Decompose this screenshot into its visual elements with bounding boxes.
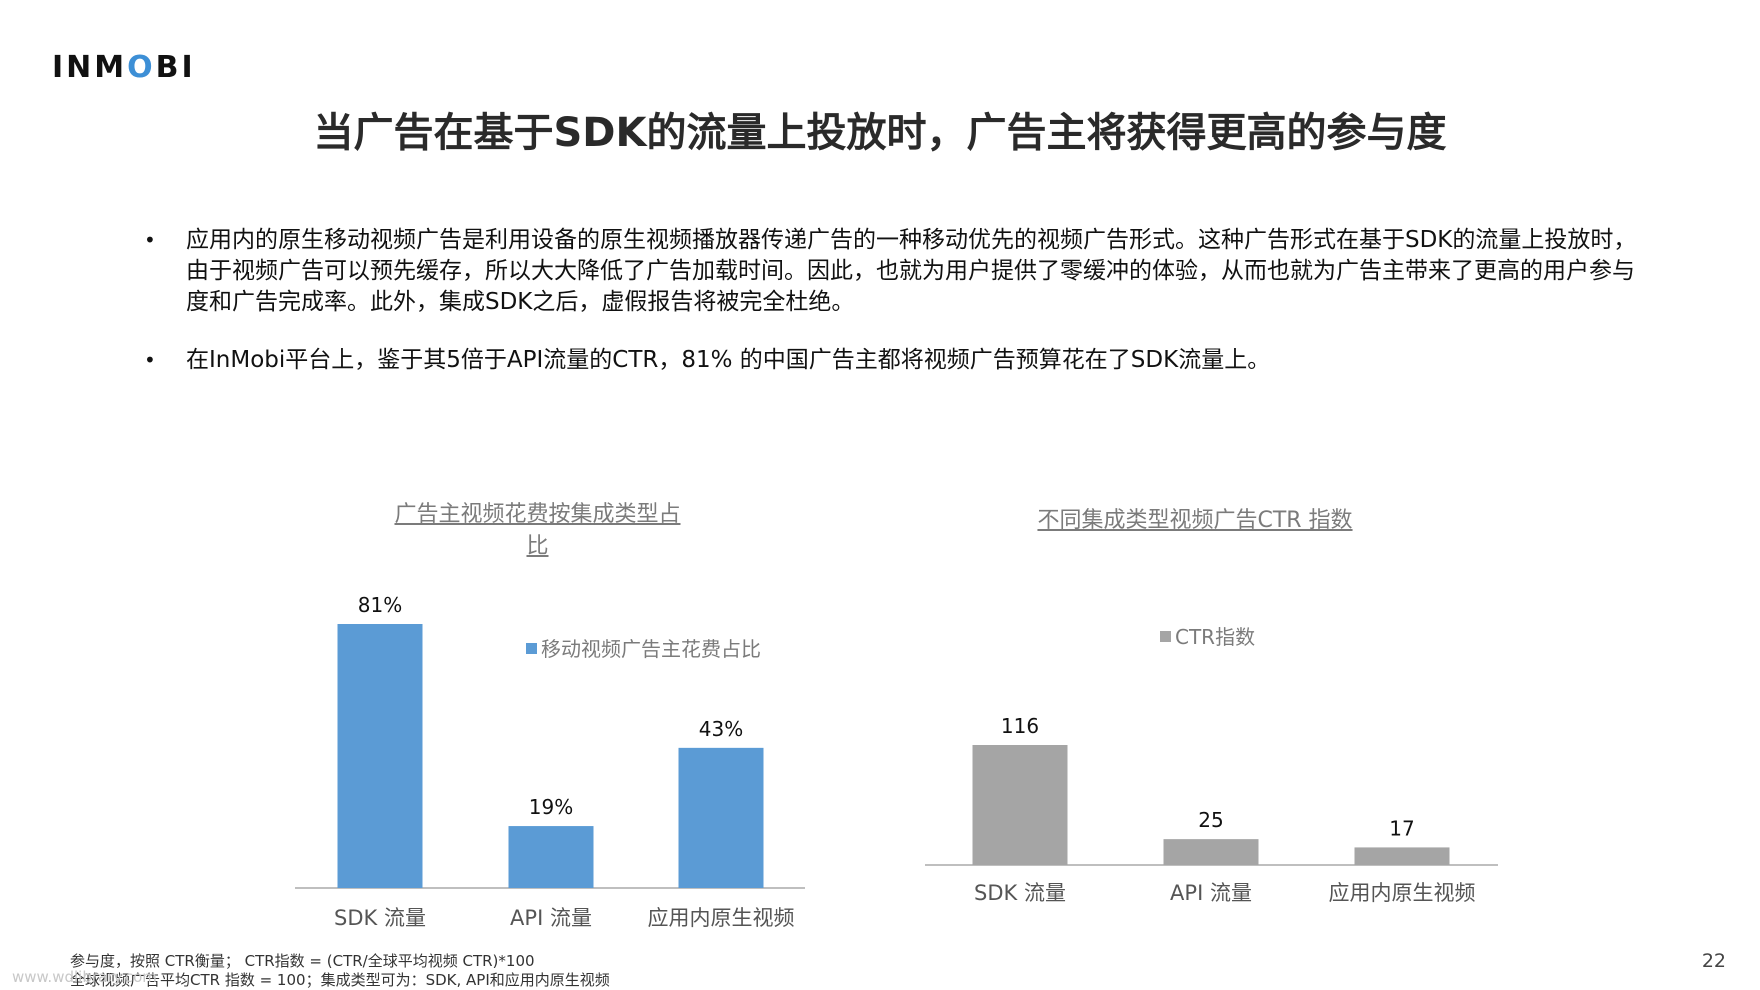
chart-1-category-label-2: API 流量 <box>510 906 592 930</box>
chart-1-category-label-3: 应用内原生视频 <box>648 906 795 930</box>
chart-2-bar-1 <box>972 745 1068 865</box>
chart-1-data-label-2: 19% <box>529 795 573 819</box>
chart-2-bar-3 <box>1354 847 1450 865</box>
bullet-dot: • <box>144 348 156 372</box>
chart-2-legend-label: CTR指数 <box>1175 625 1255 649</box>
chart-1-bar-2 <box>508 826 594 888</box>
chart-2-data-label-2: 25 <box>1198 808 1223 832</box>
bullet-item: • 应用内的原生移动视频广告是利用设备的原生视频播放器传递广告的一种移动优先的视… <box>140 225 1650 318</box>
chart-1-title: 广告主视频花费按集成类型占比 <box>394 502 681 559</box>
footnote-2: 全球视频广告平均CTR 指数 = 100；集成类型可为：SDK, API和应用内… <box>70 971 610 989</box>
chart-1-bar-1 <box>337 624 423 888</box>
chart-2-legend-swatch <box>1160 631 1171 642</box>
chart-2-data-label-3: 17 <box>1389 816 1414 840</box>
page-number: 22 <box>1701 950 1726 972</box>
chart-1-bar-3 <box>678 747 764 888</box>
bullet-text: 在InMobi平台上，鉴于其5倍于API流量的CTR，81% 的中国广告主都将视… <box>186 347 1271 373</box>
bullet-dot: • <box>144 228 156 252</box>
inmobi-logo: INMOBI <box>52 50 196 85</box>
footnote-1: 参与度，按照 CTR衡量； CTR指数 = (CTR/全球平均视频 CTR)*1… <box>70 952 535 970</box>
chart-2-category-label-3: 应用内原生视频 <box>1329 881 1476 905</box>
chart-2-category-label-1: SDK 流量 <box>974 881 1066 905</box>
bullet-list: • 应用内的原生移动视频广告是利用设备的原生视频播放器传递广告的一种移动优先的视… <box>140 225 1650 403</box>
watermark: www.wdlibrary.com <box>12 968 157 986</box>
bullet-text: 应用内的原生移动视频广告是利用设备的原生视频播放器传递广告的一种移动优先的视频广… <box>186 227 1637 315</box>
chart-2-bar-2 <box>1163 839 1259 865</box>
chart-1-legend-swatch <box>526 643 537 654</box>
chart-1-data-label-3: 43% <box>699 717 743 741</box>
chart-2-data-label-1: 116 <box>1001 714 1039 738</box>
chart-1-data-label-1: 81% <box>358 593 402 617</box>
chart-2-title: 不同集成类型视频广告CTR 指数 <box>1037 508 1353 533</box>
bullet-item: • 在InMobi平台上，鉴于其5倍于API流量的CTR，81% 的中国广告主都… <box>140 345 1650 376</box>
chart-1-category-label-1: SDK 流量 <box>334 906 426 930</box>
chart-1-legend-label: 移动视频广告主花费占比 <box>541 637 761 661</box>
chart-2-category-label-2: API 流量 <box>1170 881 1252 905</box>
slide-title: 当广告在基于SDK的流量上投放时，广告主将获得更高的参与度 <box>313 110 1447 156</box>
